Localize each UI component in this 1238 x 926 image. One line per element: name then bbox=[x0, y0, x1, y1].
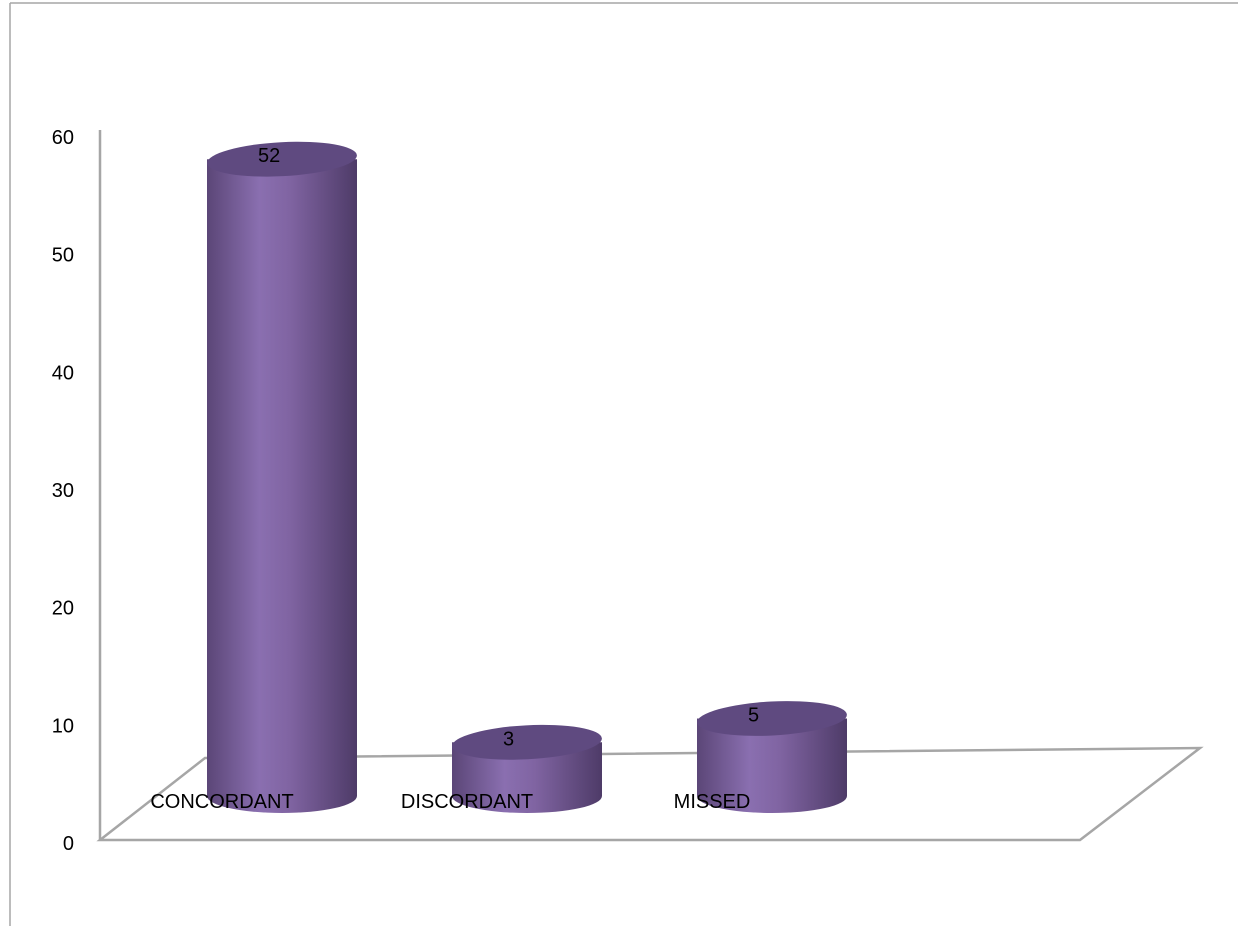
y-tick-label: 50 bbox=[52, 245, 74, 267]
bar-body bbox=[697, 718, 847, 813]
bar-body bbox=[207, 159, 357, 813]
chart-floor bbox=[96, 746, 1204, 842]
x-category-label: MISSED bbox=[674, 791, 751, 813]
x-category-label: CONCORDANT bbox=[150, 791, 293, 813]
y-tick-label: 20 bbox=[52, 598, 74, 620]
category-labels: CONCORDANT DISCORDANT MISSED bbox=[150, 791, 750, 813]
bar: 5 bbox=[697, 701, 847, 813]
y-tick-label: 30 bbox=[52, 480, 74, 502]
data-label: 3 bbox=[503, 728, 514, 750]
x-category-label: DISCORDANT bbox=[401, 791, 533, 813]
data-label: 5 bbox=[748, 705, 759, 727]
y-tick-label: 0 bbox=[63, 833, 74, 855]
data-label: 52 bbox=[258, 145, 280, 167]
y-tick-label: 10 bbox=[52, 715, 74, 737]
bar: 3 bbox=[452, 724, 602, 813]
bar-top bbox=[452, 724, 602, 760]
bar-body bbox=[452, 742, 602, 813]
bar-top bbox=[697, 701, 847, 736]
bars: 52 3 5 bbox=[207, 141, 847, 813]
y-tick-label: 60 bbox=[52, 127, 74, 149]
y-tick-label: 40 bbox=[52, 362, 74, 384]
y-tick-labels: 0 10 20 30 40 50 60 bbox=[52, 127, 74, 855]
bar: 52 bbox=[207, 141, 357, 813]
bar-top bbox=[207, 141, 357, 177]
